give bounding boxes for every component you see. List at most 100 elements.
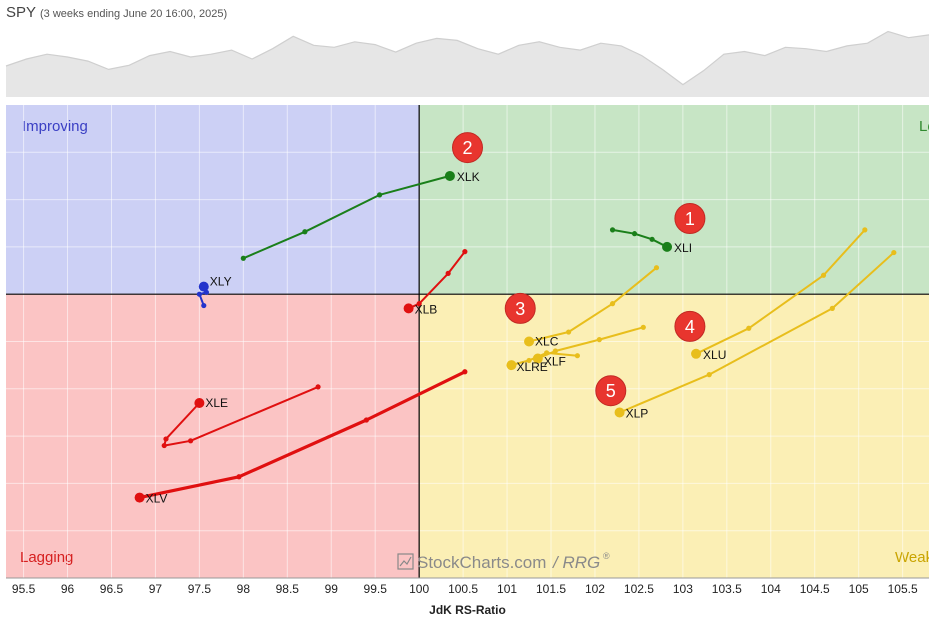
callouts: 1 2 3 4 5 xyxy=(452,132,706,407)
gridlines xyxy=(6,105,929,578)
callout-circle xyxy=(674,203,706,235)
tail-point xyxy=(631,231,638,237)
tail-point xyxy=(649,236,655,242)
tail-point xyxy=(315,384,321,390)
x-tick-label: 98 xyxy=(237,582,251,596)
callout-circle xyxy=(595,375,627,407)
x-tick-label: 104.5 xyxy=(800,582,830,596)
tail-label-xli: XLI xyxy=(674,241,692,255)
callout-circle xyxy=(452,132,483,164)
tail-xlk: XLK xyxy=(240,170,480,261)
tail-xlb: XLB xyxy=(403,249,468,316)
quadrant-label-leading: Leading xyxy=(919,118,930,135)
x-tick-label: 103 xyxy=(673,582,693,596)
x-tick-label: 98.5 xyxy=(276,582,300,596)
tail-point xyxy=(829,305,835,311)
quadrant-label-improving: Improving xyxy=(22,118,88,135)
tail-line-xlp xyxy=(618,251,895,414)
tail-point xyxy=(653,265,660,271)
tail-line-xlc xyxy=(528,266,658,343)
x-tick-label: 101.5 xyxy=(536,582,566,596)
x-tick-label: 97.5 xyxy=(188,582,212,596)
x-tick-label: 95.5 xyxy=(12,582,36,596)
tail-label-xlb: XLB xyxy=(415,302,438,316)
tail-head-xlk xyxy=(444,170,455,181)
callout-2: 2 xyxy=(452,132,483,164)
callout-circle xyxy=(504,292,536,324)
tail-line-xlb xyxy=(407,250,466,310)
tail-head-xlc xyxy=(524,336,535,347)
tail-label-xlu: XLU xyxy=(703,348,726,362)
x-tick-label: 99 xyxy=(325,582,339,596)
tail-point xyxy=(640,324,646,330)
x-tick-label: 104 xyxy=(761,582,781,596)
tail-point xyxy=(746,325,752,331)
benchmark-line xyxy=(5,30,930,86)
tail-line-xlre xyxy=(510,351,579,367)
tail-xlu: XLU xyxy=(691,227,868,362)
tail-point xyxy=(526,357,532,364)
x-tick-label: 102.5 xyxy=(624,582,654,596)
quadrant-label-lagging: Lagging xyxy=(20,549,73,566)
callout-circle xyxy=(674,310,706,342)
chart-subtitle: (3 weeks ending June 20 16:00, 2025) xyxy=(40,8,228,20)
tail-label-xlv: XLV xyxy=(146,492,168,506)
x-tick-label: 96 xyxy=(61,582,75,596)
x-tick-label: 101 xyxy=(497,582,517,596)
x-tick-label: 102 xyxy=(585,582,605,596)
callout-label: 5 xyxy=(606,381,616,401)
watermark-reg: ® xyxy=(603,551,610,561)
tail-point xyxy=(462,369,468,375)
tail-point xyxy=(552,348,559,354)
tail-point xyxy=(706,372,712,378)
watermark-icon xyxy=(397,553,414,570)
chart-header: SPY (3 weeks ending June 20 16:00, 2025) xyxy=(6,4,227,21)
callout-3: 3 xyxy=(504,292,536,324)
tail-head-xlv xyxy=(134,492,145,503)
tail-point xyxy=(544,350,550,356)
tail-head-xlu xyxy=(691,348,702,359)
tail-point xyxy=(445,270,451,276)
tail-head-xli xyxy=(662,241,673,252)
benchmark-symbol: SPY xyxy=(6,4,37,21)
tail-label-xlf: XLF xyxy=(544,355,566,369)
tail-label-xlk: XLK xyxy=(457,170,480,184)
tail-label-xlc: XLC xyxy=(535,335,559,349)
callout-1: 1 xyxy=(674,203,706,235)
tail-head-xlp xyxy=(614,407,625,418)
tail-xlre: XLRE xyxy=(506,350,580,374)
x-tick-label: 103.5 xyxy=(712,582,742,596)
axes: 95.5 96 96.5 97 97.5 98 98.5 99 99.5 100 100.5 101 1… xyxy=(6,577,929,617)
tail-xlc: XLC xyxy=(524,265,660,349)
tail-label-xlre: XLRE xyxy=(516,360,547,374)
tail-head-xle xyxy=(194,397,205,408)
tail-label-xle: XLE xyxy=(205,396,228,410)
tail-point xyxy=(363,417,370,423)
tail-label-xlp: XLP xyxy=(626,406,649,420)
tail-point xyxy=(161,442,167,449)
tail-point xyxy=(163,436,169,442)
callout-4: 4 xyxy=(674,310,706,342)
tail-line-xlu xyxy=(695,228,866,355)
tail-xlv: XLV xyxy=(134,369,468,506)
quadrant-label-weakening: Weakening xyxy=(895,549,930,566)
tail-head-xly xyxy=(198,281,209,292)
tail-point xyxy=(240,255,246,261)
x-tick-label: 105 xyxy=(849,582,869,596)
x-tick-label: 100.5 xyxy=(448,582,478,596)
tail-line-xlv xyxy=(138,370,467,500)
tail-point xyxy=(609,227,616,233)
callout-label: 1 xyxy=(685,209,695,229)
tail-xlp: XLP xyxy=(614,249,897,420)
tail-point xyxy=(565,329,572,335)
watermark-suffix: / RRG xyxy=(552,553,600,572)
callout-label: 3 xyxy=(515,299,525,319)
x-tick-label: 96.5 xyxy=(100,582,124,596)
tail-line-xli xyxy=(611,228,668,248)
x-axis-title: JdK RS-Ratio xyxy=(429,603,506,617)
tail-xly: XLY xyxy=(196,275,232,309)
tail-label-xly: XLY xyxy=(210,275,232,289)
tail-xle: XLE xyxy=(161,384,321,449)
tail-xli: XLI xyxy=(609,227,692,255)
